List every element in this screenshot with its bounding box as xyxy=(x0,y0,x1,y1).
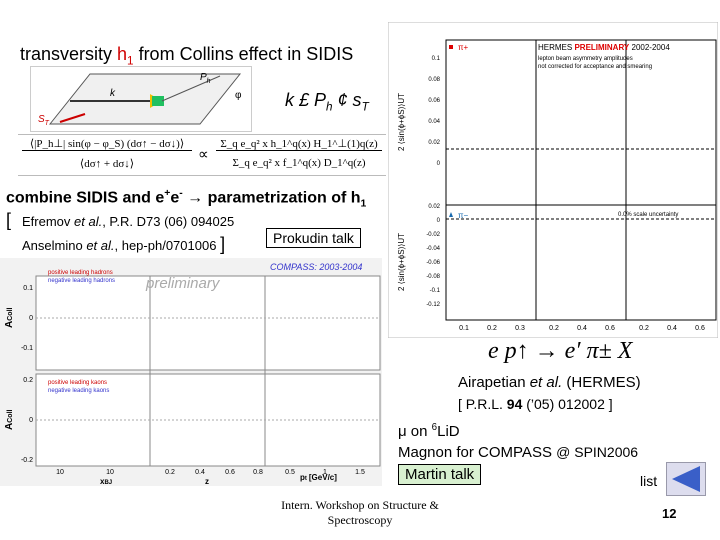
hermes-note: lepton beam asymmetry amplitudes xyxy=(538,56,633,62)
legend-entry: negative leading kaons xyxy=(48,388,109,394)
page-number: 12 xyxy=(662,506,677,521)
hermes-plot: HERMES PRELIMINARY 2002-2004 lepton beam… xyxy=(388,22,718,338)
legend-entry: negative leading hadrons xyxy=(48,278,115,284)
y-axis-label: AColl xyxy=(4,307,15,328)
preliminary-label: preliminary xyxy=(145,275,221,292)
label-ph: Ph xyxy=(200,72,211,85)
footer: Intern. Workshop on Structure & Spectros… xyxy=(281,498,439,527)
combine-line: combine SIDIS and e+e- → parametrization… xyxy=(6,188,367,210)
label-st: ST xyxy=(38,114,50,127)
kinematics-diagram: k Ph ST φ xyxy=(30,66,252,132)
y-tick-label: 0.2 xyxy=(23,377,33,384)
y-tick-label: 0 xyxy=(29,417,33,424)
y-tick-label: -0.06 xyxy=(426,260,440,266)
hermes-header: HERMES PRELIMINARY 2002-2004 xyxy=(538,43,670,52)
x-tick-label: 10 xyxy=(106,469,114,476)
y-tick-label: -0.1 xyxy=(21,345,33,352)
x-tick-label: 0.6 xyxy=(695,325,705,332)
legend-entry: π+ xyxy=(458,43,469,52)
y-tick-label: 0.06 xyxy=(428,98,440,104)
x-tick-label: 0.2 xyxy=(549,325,559,332)
hermes-ref-journal: [ P.R.L. 94 (’05) 012002 ] xyxy=(458,396,613,412)
y-tick-label: -0.04 xyxy=(426,246,440,252)
legend-entry: positive leading hadrons xyxy=(48,270,113,276)
y-tick-label: 0.02 xyxy=(428,140,440,146)
collins-formula: ⟨|P_h⊥| sin(φ − φ_S) (dσ↑ − dσ↓)⟩ ⟨dσ↑ +… xyxy=(18,134,386,176)
y-tick-label: 0.08 xyxy=(428,77,440,83)
legend-entry: positive leading kaons xyxy=(48,380,107,386)
y-axis-label: 2 ⟨sin(ϕ+ϕS)⟩UT xyxy=(397,93,406,151)
list-link[interactable]: list xyxy=(640,473,658,489)
label-k: k xyxy=(110,88,116,99)
prokudin-talk: Prokudin talk xyxy=(266,228,361,248)
back-button[interactable] xyxy=(666,462,706,496)
legend-entry: π− xyxy=(458,211,469,220)
ref-anselmino: Anselmino et al., hep-ph/0701006 ] xyxy=(22,234,226,254)
y-tick-label: -0.02 xyxy=(426,232,440,238)
compass-ref: Magnon for COMPASS @ SPIN2006 xyxy=(398,444,639,461)
y-tick-label: 0.1 xyxy=(432,56,441,62)
x-axis-label: xBJ xyxy=(100,477,112,486)
y-tick-label: -0.1 xyxy=(430,288,441,294)
y-tick-label: -0.12 xyxy=(426,302,440,308)
x-axis-label: z xyxy=(205,477,209,486)
y-tick-label: -0.2 xyxy=(21,457,33,464)
title: transversity h1 from Collins effect in S… xyxy=(20,44,354,68)
hermes-ref-author: Airapetian et al. (HERMES) xyxy=(458,374,641,391)
compass-header: COMPASS: 2003-2004 xyxy=(270,262,362,272)
x-tick-label: 0.3 xyxy=(515,325,525,332)
x-tick-label: 0.2 xyxy=(165,469,175,476)
y-axis-label: AColl xyxy=(4,409,15,430)
x-tick-label: 0.4 xyxy=(667,325,677,332)
compass-plot: preliminary COMPASS: 2003-2004 positive … xyxy=(0,258,382,486)
x-tick-label: 0.2 xyxy=(487,325,497,332)
x-tick-label: 1 xyxy=(323,469,327,476)
compass-target: μ on 6LiD xyxy=(398,422,460,440)
label-phi: φ xyxy=(235,90,242,101)
ref-open: [ xyxy=(6,210,12,230)
x-tick-label: 0.6 xyxy=(605,325,615,332)
x-tick-label: 0.2 xyxy=(639,325,649,332)
y-tick-label: 0.02 xyxy=(428,204,440,210)
y-tick-label: 0 xyxy=(437,161,441,167)
x-axis-label: pt [GeV/c] xyxy=(300,473,337,482)
ref-efremov: Efremov et al., P.R. D73 (06) 094025 xyxy=(22,214,235,229)
x-tick-label: 0.6 xyxy=(225,469,235,476)
x-tick-label: 0.1 xyxy=(459,325,469,332)
x-tick-label: 0.5 xyxy=(285,469,295,476)
x-tick-label: 0.4 xyxy=(577,325,587,332)
y-tick-label: -0.08 xyxy=(426,274,440,280)
reaction: e p↑ → e′ π± X xyxy=(488,338,633,364)
y-axis-label: 2 ⟨sin(ϕ+ϕS)⟩UT xyxy=(397,233,406,291)
x-tick-label: 0.4 xyxy=(195,469,205,476)
martin-talk: Martin talk xyxy=(398,464,482,485)
y-tick-label: 0 xyxy=(29,315,33,322)
x-tick-label: 0.8 xyxy=(253,469,263,476)
x-tick-label: 1.5 xyxy=(355,469,365,476)
y-tick-label: 0 xyxy=(437,218,441,224)
y-tick-label: 0.1 xyxy=(23,285,33,292)
cross-product: k £ Ph ¢ sT xyxy=(285,90,369,114)
x-tick-label: 10 xyxy=(56,469,64,476)
hermes-scale: 0.0% scale uncertainty xyxy=(618,212,678,218)
hermes-note: not corrected for acceptance and smearin… xyxy=(538,64,652,70)
y-tick-label: 0.04 xyxy=(428,119,440,125)
